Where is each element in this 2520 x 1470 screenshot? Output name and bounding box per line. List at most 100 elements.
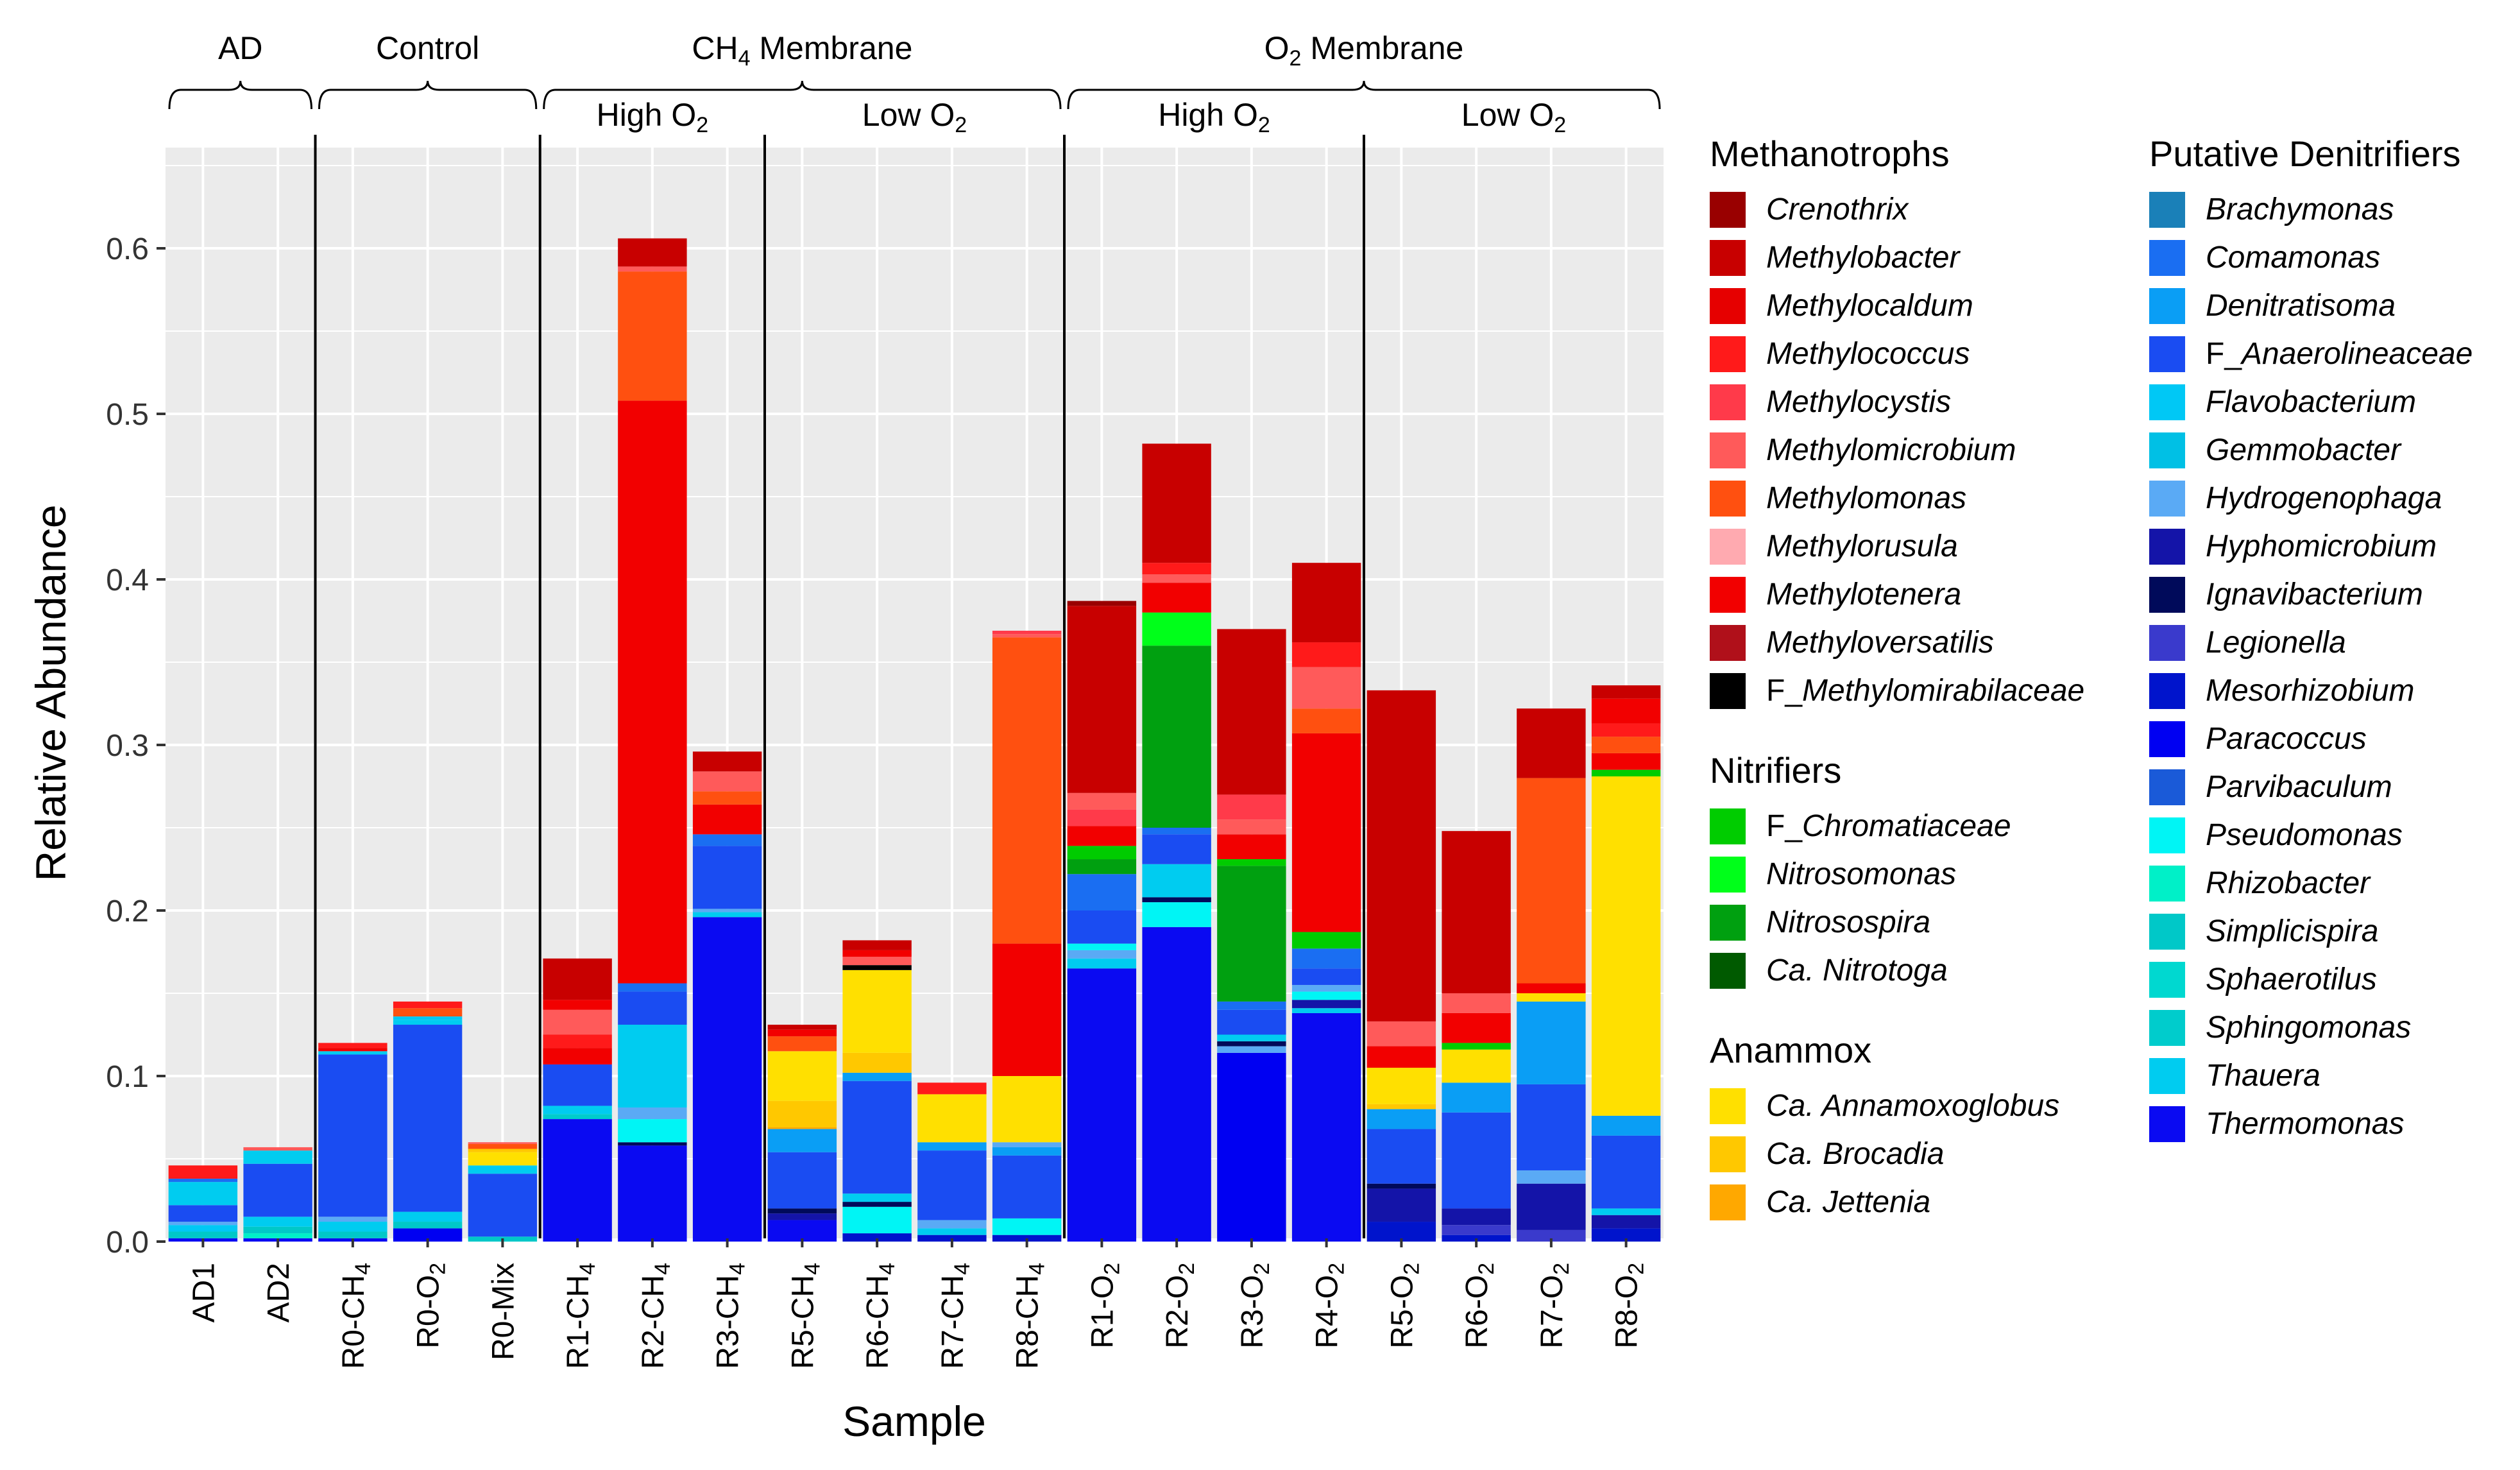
legend-item: Methylococcus: [1710, 330, 2084, 378]
legend-item: Gemmobacter: [2149, 426, 2473, 474]
bar-segment: [1517, 983, 1586, 993]
legend-label: Methylotenera: [1766, 577, 1962, 611]
bar-segment: [1366, 1021, 1436, 1047]
bar-segment: [1517, 1229, 1586, 1242]
bar-segment: [767, 1220, 837, 1242]
bar-segment: [1366, 1129, 1436, 1184]
legend-swatch: [1710, 287, 1746, 324]
bar-segment: [992, 1235, 1062, 1242]
bar-segment: [618, 400, 687, 984]
bar-segment: [618, 271, 687, 401]
legend-label: Comamonas: [2206, 241, 2381, 275]
bar-segment: [992, 1155, 1062, 1218]
legend: Methanotrophs Crenothrix Methylobacter Meth…: [1710, 132, 2518, 1286]
group-brace: [168, 80, 312, 110]
x-tick-label: R7-CH4: [936, 1263, 975, 1369]
legend-label: Methylocaldum: [1766, 289, 1973, 323]
legend-swatch: [1710, 1184, 1746, 1220]
legend-item: Methylorusula: [1710, 522, 2084, 570]
bar-segment: [1067, 601, 1137, 606]
bar-segment: [393, 1222, 463, 1229]
y-tick-label: 0.1: [106, 1060, 149, 1094]
bar-segment: [917, 1228, 987, 1235]
bar-segment: [543, 1114, 612, 1120]
subgroup-label: Low O2: [862, 97, 967, 137]
legend-label: Simplicispira: [2206, 914, 2379, 948]
legend-group-title: Putative Denitrifiers: [2149, 133, 2461, 174]
bar-segment: [543, 1048, 612, 1064]
legend-label: Brachymonas: [2206, 192, 2394, 226]
bar-segment: [168, 1225, 238, 1232]
bar-segment: [1366, 1068, 1436, 1104]
legend-label: Parvibaculum: [2206, 770, 2392, 804]
bar-segment: [1217, 794, 1286, 820]
bar-R7-O2: [1517, 708, 1586, 1242]
legend-swatch: [1710, 239, 1746, 276]
legend-label: Thermomonas: [2206, 1107, 2405, 1141]
legend-label: Paracoccus: [2206, 722, 2367, 756]
bar-segment: [543, 1064, 612, 1106]
legend-item: Mesorhizobium: [2149, 667, 2473, 715]
bar-R3-O2: [1217, 629, 1286, 1242]
bar-segment: [992, 1218, 1062, 1235]
bar-segment: [243, 1147, 312, 1151]
legend-swatch: [2149, 576, 2185, 613]
x-tick-label: R1-CH4: [561, 1263, 600, 1369]
bar-segment: [1067, 826, 1137, 846]
bar-segment: [618, 266, 687, 272]
legend-label: Methylomonas: [1766, 481, 1967, 515]
legend-swatch: [1710, 904, 1746, 941]
legend-swatch: [2149, 721, 2185, 757]
legend-swatch: [2149, 432, 2185, 468]
bar-segment: [1442, 1013, 1511, 1043]
legend-label: Crenothrix: [1766, 192, 1909, 226]
legend-swatch: [2149, 191, 2185, 228]
legend-item: Methylocaldum: [1710, 282, 2084, 330]
bar-segment: [543, 1106, 612, 1115]
legend-label: Nitrosomonas: [1766, 857, 1957, 891]
bar-segment: [1442, 993, 1511, 1013]
x-tick-label: R2-CH4: [636, 1263, 675, 1369]
bar-segment: [842, 1206, 912, 1234]
bar-segment: [692, 791, 762, 805]
legend-item: Methylobacter: [1710, 234, 2084, 282]
bar-segment: [842, 957, 912, 966]
legend-label: Mesorhizobium: [2206, 674, 2415, 708]
bar-segment: [1217, 1034, 1286, 1041]
legend-item: Comamonas: [2149, 234, 2473, 282]
legend-item: Methyloversatilis: [1710, 619, 2084, 667]
legend-item: Parvibaculum: [2149, 763, 2473, 811]
legend-swatch: [1710, 336, 1746, 372]
bar-segment: [1517, 1084, 1586, 1171]
bar-segment: [842, 1072, 912, 1081]
legend-label: Gemmobacter: [2206, 433, 2401, 467]
x-tick-label: R1-O2: [1085, 1263, 1124, 1349]
bar-segment: [992, 1076, 1062, 1143]
bar-segment: [842, 1081, 912, 1194]
bar-segment: [1291, 991, 1361, 1000]
y-tick-label: 0.0: [106, 1226, 149, 1260]
bar-segment: [1442, 1235, 1511, 1242]
x-tick-label: R3-O2: [1236, 1263, 1274, 1349]
bar-R5-CH4: [767, 1025, 837, 1242]
legend-swatch: [1710, 952, 1746, 989]
bar-segment: [1591, 737, 1661, 753]
legend-label: Hyphomicrobium: [2206, 529, 2437, 563]
bar-segment: [1142, 864, 1211, 898]
bar-R7-CH4: [917, 1082, 987, 1242]
x-tick-label: AD2: [262, 1263, 296, 1322]
bar-segment: [1142, 834, 1211, 864]
legend-label: Pseudomonas: [2206, 818, 2403, 852]
legend-group-title: Methanotrophs: [1710, 133, 1950, 174]
bar-segment: [543, 958, 612, 1000]
bar-segment: [1142, 563, 1211, 575]
legend-item: Methylocystis: [1710, 378, 2084, 426]
legend-swatch: [1710, 576, 1746, 613]
x-tick-label: R5-CH4: [786, 1263, 824, 1369]
legend-swatch: [2149, 384, 2185, 420]
bar-segment: [1142, 583, 1211, 613]
bar-segment: [842, 1052, 912, 1073]
legend-item: Methylomonas: [1710, 474, 2084, 522]
legend-label: Nitrosospira: [1766, 905, 1931, 939]
bar-segment: [1067, 958, 1137, 969]
